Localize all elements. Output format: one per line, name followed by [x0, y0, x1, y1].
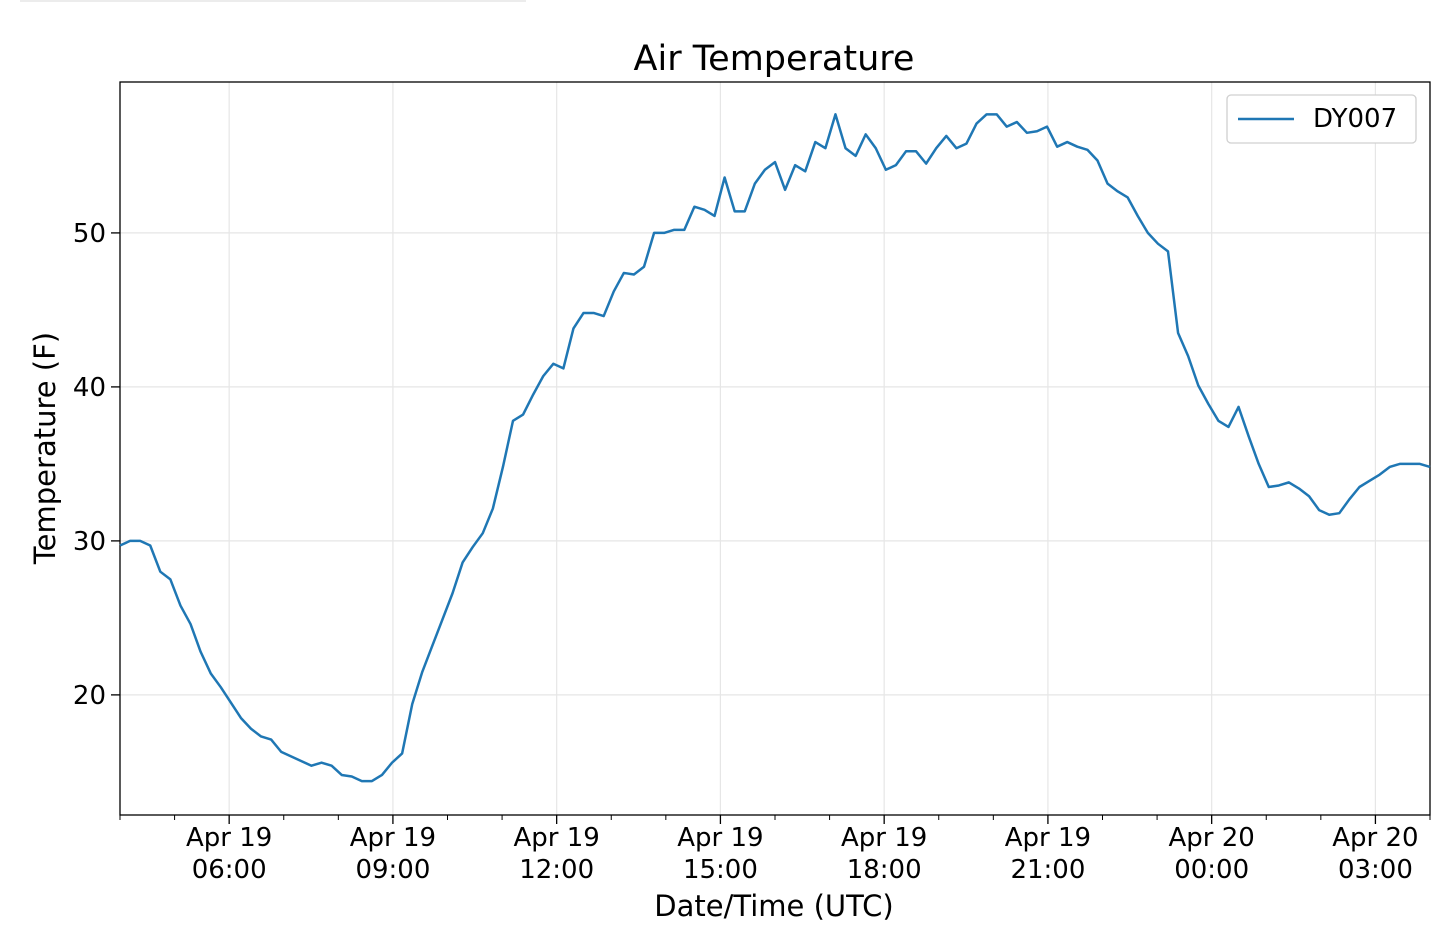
x-tick-label-time: 00:00 — [1174, 855, 1249, 885]
x-tick-label-date: Apr 20 — [1169, 823, 1255, 853]
x-tick-label-time: 15:00 — [683, 855, 758, 885]
y-axis: 20 30 40 50 — [73, 219, 120, 711]
legend-box — [1226, 94, 1417, 144]
y-tick-label: 40 — [73, 373, 106, 403]
x-tick-label-date: Apr 19 — [1005, 823, 1091, 853]
y-tick-label: 20 — [73, 681, 106, 711]
grid-lines — [120, 82, 1430, 815]
x-tick-label-date: Apr 19 — [514, 823, 600, 853]
y-tick-label: 30 — [73, 527, 106, 557]
x-tick-label-time: 18:00 — [847, 855, 922, 885]
y-axis-label: Temperature (F) — [28, 332, 62, 565]
legend-label-dy007: DY007 — [1313, 104, 1397, 134]
x-tick-label-date: Apr 20 — [1332, 823, 1418, 853]
x-tick-label-date: Apr 19 — [841, 823, 927, 853]
x-tick-label-date: Apr 19 — [677, 823, 763, 853]
x-tick-label-time: 21:00 — [1010, 855, 1085, 885]
x-tick-label-date: Apr 19 — [350, 823, 436, 853]
x-tick-label-time: 06:00 — [192, 855, 267, 885]
y-tick-label: 50 — [73, 219, 106, 249]
x-tick-label-time: 03:00 — [1338, 855, 1413, 885]
x-tick-label-time: 12:00 — [519, 855, 594, 885]
chart-title: Air Temperature — [634, 39, 915, 79]
x-axis-label: Date/Time (UTC) — [654, 889, 893, 923]
x-tick-label-time: 09:00 — [355, 855, 430, 885]
legend: DY007 — [1226, 94, 1417, 144]
x-tick-label-date: Apr 19 — [186, 823, 272, 853]
series-line-dy007 — [119, 113, 1431, 783]
plot-area — [119, 81, 1431, 816]
top-divider — [20, 0, 526, 2]
